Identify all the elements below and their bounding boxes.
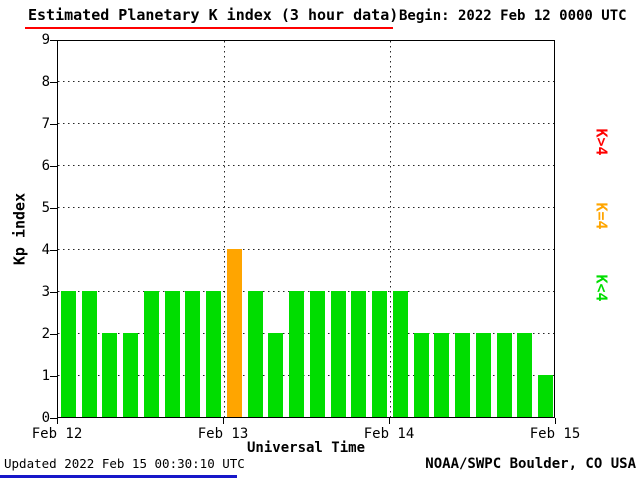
y-tick-label: 2 xyxy=(41,326,50,342)
kp-bar xyxy=(268,333,284,417)
kp-bar xyxy=(289,291,305,417)
x-axis-title: Universal Time xyxy=(246,440,366,456)
kp-bar xyxy=(206,291,222,417)
y-axis-tick xyxy=(50,417,57,419)
begin-label: Begin: 2022 Feb 12 0000 UTC xyxy=(399,8,627,24)
chart-title: Estimated Planetary K index (3 hour data… xyxy=(28,6,399,24)
x-axis-tick xyxy=(554,418,556,424)
x-tick-label: Feb 15 xyxy=(529,426,581,442)
footer-underline xyxy=(0,475,237,478)
gridline-vertical xyxy=(223,41,225,417)
plot-area xyxy=(57,40,555,418)
y-tick-label: 9 xyxy=(41,32,50,48)
y-tick-label: 7 xyxy=(41,116,50,132)
gridline-horizontal xyxy=(58,290,554,292)
gridline-horizontal xyxy=(58,206,554,208)
x-tick-label: Feb 14 xyxy=(363,426,415,442)
kp-bar xyxy=(434,333,450,417)
title-underline xyxy=(25,27,393,29)
gridline-horizontal xyxy=(58,374,554,376)
y-axis-tick xyxy=(50,123,57,125)
kp-bar xyxy=(60,291,76,417)
y-tick-label: 0 xyxy=(41,410,50,426)
y-axis-tick xyxy=(50,249,57,251)
gridline-horizontal xyxy=(58,332,554,334)
gridline-horizontal xyxy=(58,248,554,250)
kp-bar xyxy=(226,249,242,417)
kp-bar xyxy=(143,291,159,417)
y-tick-label: 3 xyxy=(41,284,50,300)
kp-bar xyxy=(102,333,118,417)
kp-bar xyxy=(475,333,491,417)
source-attribution: NOAA/SWPC Boulder, CO USA xyxy=(425,456,636,472)
gridline-horizontal xyxy=(58,80,554,82)
x-tick-label: Feb 13 xyxy=(197,426,249,442)
y-axis-tick xyxy=(50,375,57,377)
y-axis-tick xyxy=(50,81,57,83)
gridline-vertical xyxy=(389,41,391,417)
kp-bar xyxy=(392,291,408,417)
y-axis-tick xyxy=(50,165,57,167)
kp-bar xyxy=(455,333,471,417)
y-axis-tick xyxy=(50,207,57,209)
y-tick-label: 1 xyxy=(41,368,50,384)
x-tick-label: Feb 12 xyxy=(31,426,83,442)
kp-bar xyxy=(330,291,346,417)
y-axis-tick xyxy=(50,291,57,293)
kp-bar xyxy=(517,333,533,417)
y-tick-label: 6 xyxy=(41,158,50,174)
kp-bar xyxy=(538,375,554,417)
x-axis-tick xyxy=(388,418,390,424)
y-axis-tick xyxy=(50,39,57,41)
updated-timestamp: Updated 2022 Feb 15 00:30:10 UTC xyxy=(4,456,245,471)
legend-label: K>4 xyxy=(592,128,611,156)
kp-bar xyxy=(496,333,512,417)
legend-label: K<4 xyxy=(592,274,611,302)
kp-bar xyxy=(164,291,180,417)
kp-bar xyxy=(413,333,429,417)
kp-bar xyxy=(247,291,263,417)
x-axis-tick xyxy=(222,418,224,424)
kp-bar xyxy=(351,291,367,417)
legend-label: K=4 xyxy=(592,202,611,230)
y-tick-label: 4 xyxy=(41,242,50,258)
kp-bar xyxy=(123,333,139,417)
x-axis-tick xyxy=(56,418,58,424)
kp-bar xyxy=(309,291,325,417)
kp-bar xyxy=(81,291,97,417)
y-tick-label: 8 xyxy=(41,74,50,90)
gridline-horizontal xyxy=(58,164,554,166)
kp-bar xyxy=(372,291,388,417)
y-axis-tick xyxy=(50,333,57,335)
gridline-horizontal xyxy=(58,122,554,124)
y-tick-label: 5 xyxy=(41,200,50,216)
kp-bar xyxy=(185,291,201,417)
